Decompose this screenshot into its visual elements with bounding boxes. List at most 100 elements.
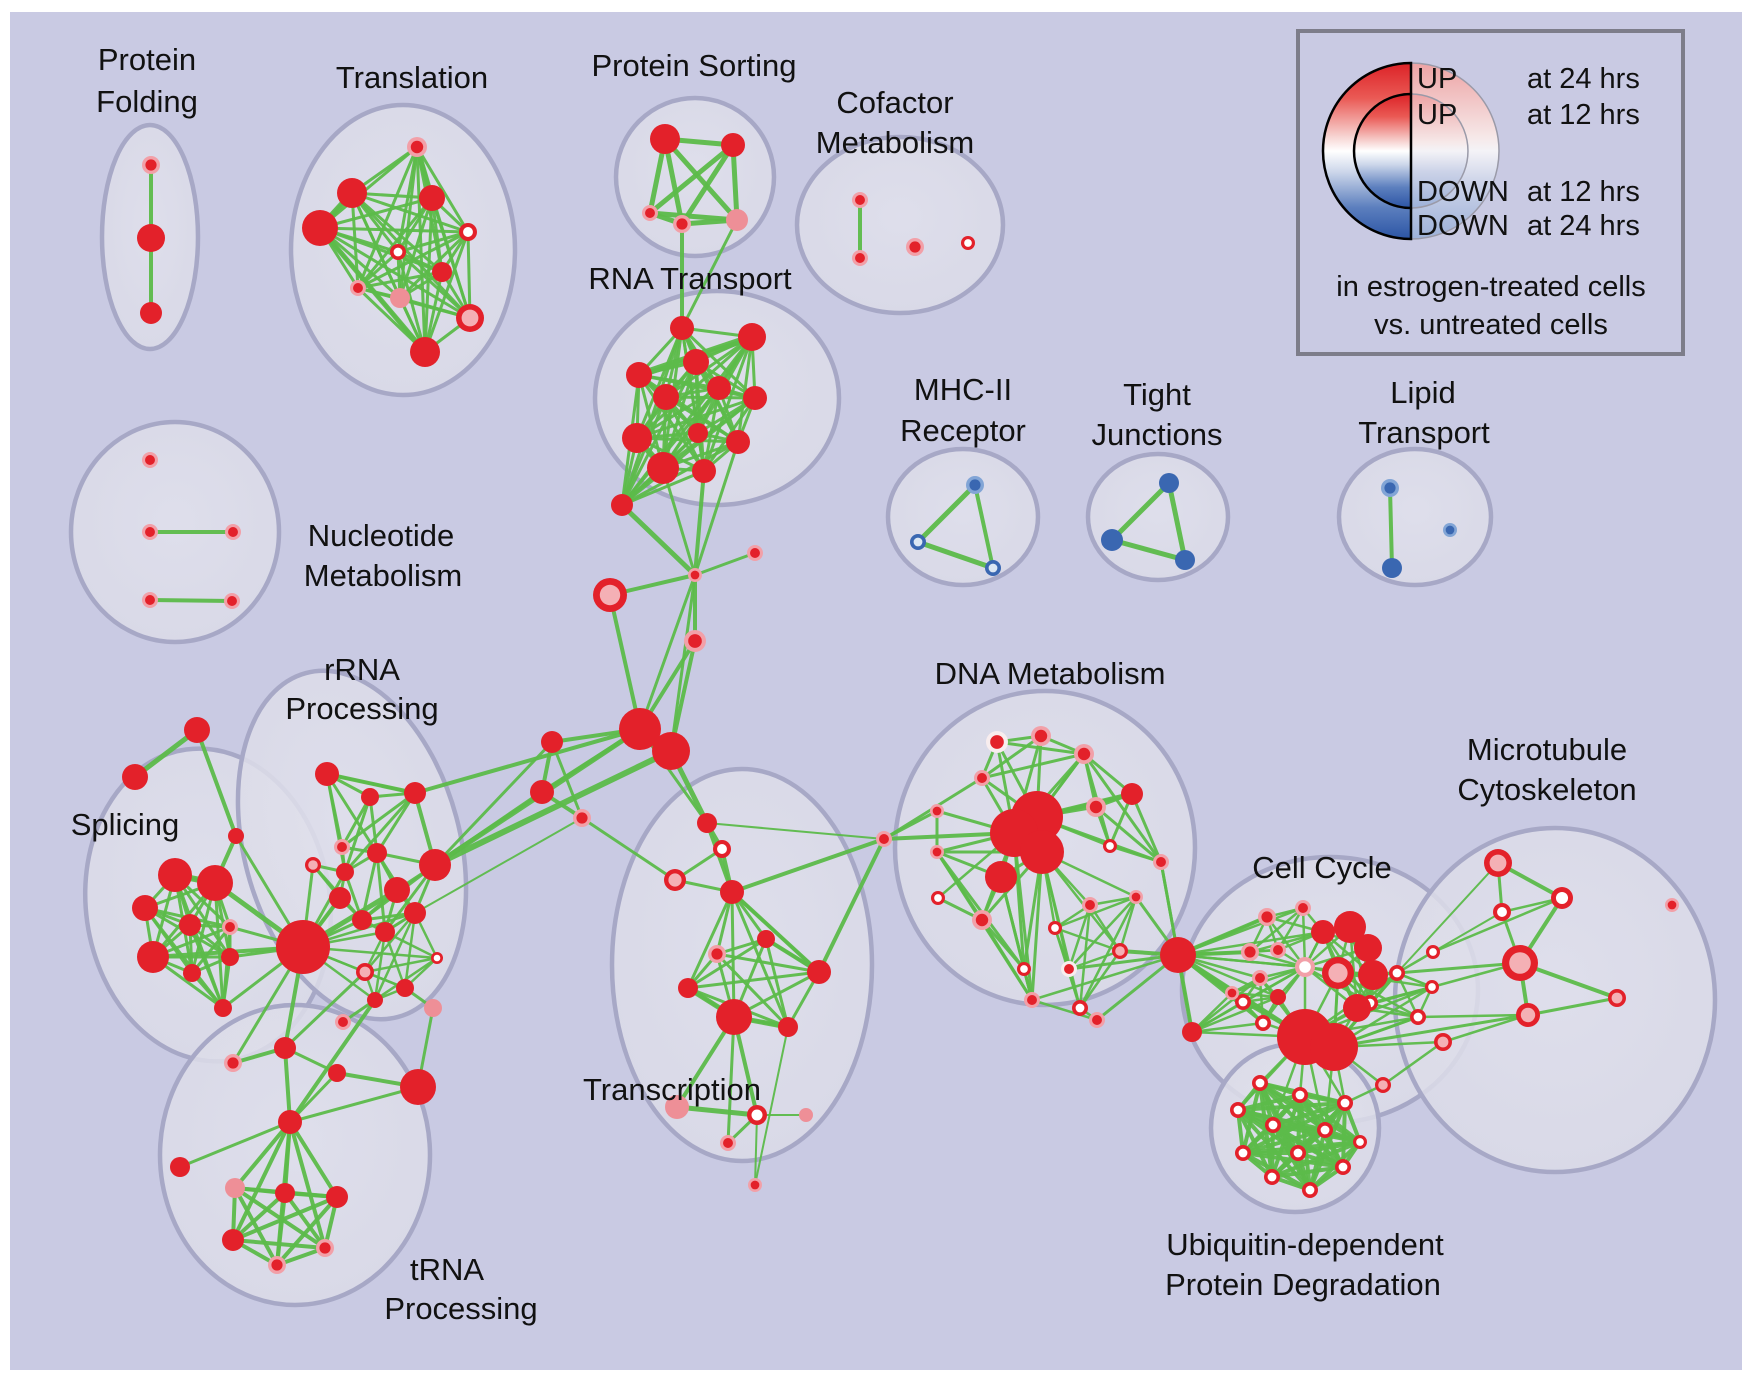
- network-edge: [664, 395, 740, 444]
- network-edge: [343, 791, 417, 874]
- network-node: [708, 945, 726, 963]
- legend-gradient-circle: [1352, 92, 1413, 210]
- network-node: [424, 999, 442, 1017]
- network-node: [1182, 1022, 1202, 1042]
- network-edge: [1078, 895, 1138, 1010]
- network-edge: [580, 816, 677, 882]
- network-edge: [148, 598, 234, 603]
- network-edge: [1332, 1013, 1530, 1049]
- network-node: [329, 887, 351, 909]
- network-node: [930, 845, 944, 859]
- network-edge: [1176, 953, 1307, 969]
- network-node: [1317, 1122, 1333, 1138]
- network-node: [1389, 965, 1405, 981]
- network-node: [910, 534, 926, 550]
- network-edge: [1230, 965, 1307, 995]
- network-edge: [662, 136, 740, 223]
- network-edge: [1118, 895, 1138, 953]
- network-edge: [1190, 995, 1280, 1034]
- network-node: [275, 1183, 295, 1203]
- network-edge: [1248, 930, 1325, 954]
- cluster-label-trna-processing: tRNA: [410, 1252, 484, 1287]
- network-node: [1292, 1087, 1308, 1103]
- network-node: [1484, 849, 1512, 877]
- network-node: [688, 568, 702, 582]
- legend-time-label: at 24 hrs: [1527, 63, 1640, 95]
- network-edge: [317, 225, 428, 355]
- network-edge: [1241, 1128, 1327, 1155]
- cluster-label-rrna-processing: Processing: [285, 691, 438, 726]
- network-node: [1153, 854, 1169, 870]
- network-node: [1048, 921, 1062, 935]
- network-node: [1382, 558, 1402, 578]
- network-edge: [283, 970, 367, 1050]
- network-node: [726, 430, 750, 454]
- network-edge: [190, 925, 232, 975]
- network-node: [684, 630, 706, 652]
- network-edge: [1368, 985, 1434, 1005]
- network-node: [1264, 1169, 1280, 1185]
- network-edge: [233, 1120, 292, 1190]
- network-node: [1121, 783, 1143, 805]
- network-edge: [1078, 903, 1092, 1010]
- network-node: [1031, 726, 1051, 746]
- network-edge: [730, 142, 740, 223]
- network-node: [1608, 989, 1626, 1007]
- legend-direction-label: DOWN: [1417, 176, 1509, 208]
- network-edge: [635, 396, 757, 440]
- network-edge: [620, 396, 757, 507]
- network-edge: [702, 335, 754, 473]
- network-edge: [706, 822, 885, 840]
- network-node: [278, 1110, 302, 1134]
- cluster-ellipse-trna-processing: [157, 1002, 433, 1308]
- network-edge: [350, 191, 470, 234]
- network-node: [721, 133, 745, 157]
- network-edge: [726, 1015, 736, 1145]
- network-edge: [1396, 862, 1499, 974]
- network-edge: [1270, 1165, 1345, 1179]
- network-edge: [686, 890, 734, 990]
- network-node: [367, 843, 387, 863]
- network-edge: [325, 772, 379, 855]
- network-edge: [1166, 480, 1188, 563]
- network-edge: [669, 573, 697, 753]
- network-node: [757, 930, 775, 948]
- network-node: [375, 922, 395, 942]
- network-node: [747, 1105, 767, 1125]
- network-edge: [1109, 480, 1172, 543]
- network-edge: [915, 539, 996, 571]
- legend-box: [1296, 29, 1685, 356]
- network-node: [720, 1135, 736, 1151]
- network-node: [336, 863, 354, 881]
- network-node: [692, 459, 716, 483]
- network-edge: [466, 230, 472, 320]
- network-node: [1381, 479, 1399, 497]
- network-edge: [882, 809, 939, 841]
- node-layer: [122, 124, 1679, 1274]
- cluster-ellipse-lipid-transport: [1336, 446, 1494, 588]
- network-node: [352, 910, 372, 930]
- network-node: [1335, 1159, 1351, 1175]
- cluster-ellipse-mhc-ii-receptor: [885, 446, 1041, 588]
- network-node: [642, 205, 658, 221]
- network-node: [142, 156, 160, 174]
- network-edge: [396, 230, 470, 254]
- network-node: [228, 828, 244, 844]
- cluster-label-nucleotide-metabolism: Metabolism: [304, 558, 463, 593]
- network-node: [350, 280, 366, 296]
- network-node: [1516, 1003, 1540, 1027]
- network-node: [400, 1069, 436, 1105]
- legend-gradient-circle: [1410, 93, 1469, 209]
- network-edge: [661, 466, 697, 577]
- network-edge: [1094, 805, 1163, 864]
- network-edge: [1190, 1021, 1265, 1034]
- network-node: [396, 979, 414, 997]
- network-edge: [356, 145, 419, 290]
- network-edge: [619, 502, 698, 578]
- network-edge: [730, 837, 886, 894]
- network-edge: [413, 727, 642, 795]
- network-node: [431, 952, 443, 964]
- network-node: [142, 592, 158, 608]
- network-node: [170, 1157, 190, 1177]
- network-edge: [730, 890, 736, 1019]
